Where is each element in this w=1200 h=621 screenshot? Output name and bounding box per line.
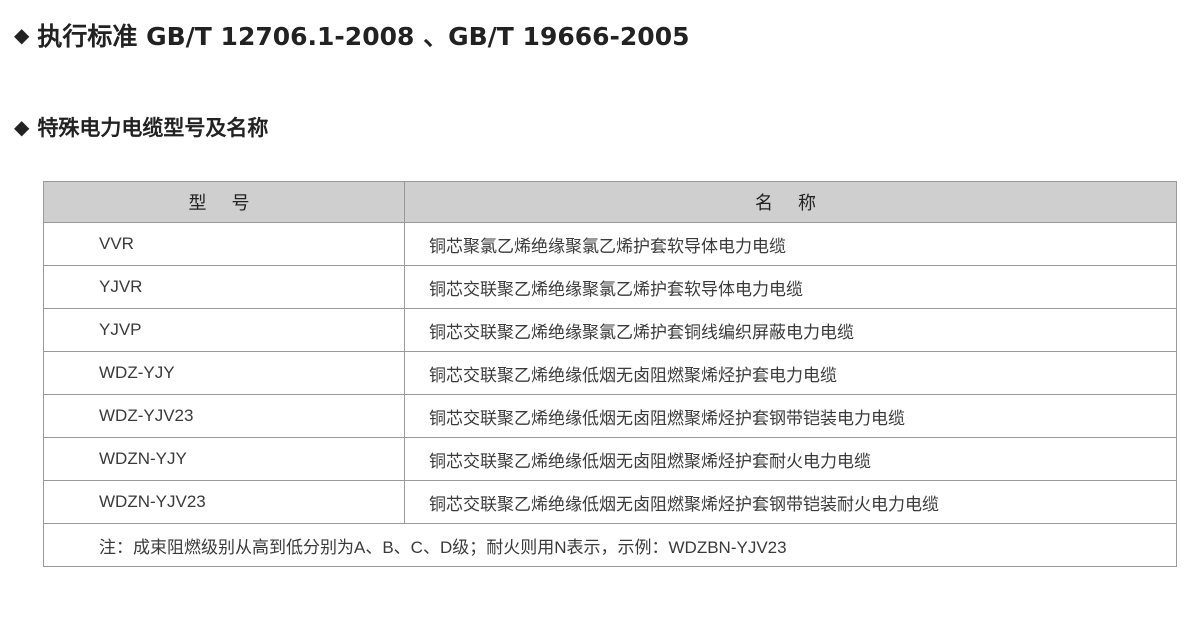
name-cell: 铜芯交联聚乙烯绝缘聚氯乙烯护套软导体电力电缆 <box>404 265 1177 309</box>
table-row: YJVP 铜芯交联聚乙烯绝缘聚氯乙烯护套铜线编织屏蔽电力电缆 <box>43 308 1177 352</box>
table-note: 注：成束阻燃级别从高到低分别为A、B、C、D级；耐火则用N表示，示例：WDZBN… <box>43 523 1177 567</box>
table-row: WDZN-YJV23 铜芯交联聚乙烯绝缘低烟无卤阻燃聚烯烃护套钢带铠装耐火电力电缆 <box>43 480 1177 524</box>
name-cell: 铜芯交联聚乙烯绝缘低烟无卤阻燃聚烯烃护套钢带铠装耐火电力电缆 <box>404 480 1177 524</box>
model-cell: WDZN-YJV23 <box>43 480 405 524</box>
table-row: WDZ-YJV23 铜芯交联聚乙烯绝缘低烟无卤阻燃聚烯烃护套钢带铠装电力电缆 <box>43 394 1177 438</box>
model-cell: YJVP <box>43 308 405 352</box>
name-cell: 铜芯交联聚乙烯绝缘聚氯乙烯护套铜线编织屏蔽电力电缆 <box>404 308 1177 352</box>
model-cell: WDZ-YJV23 <box>43 394 405 438</box>
table-row: WDZ-YJY 铜芯交联聚乙烯绝缘低烟无卤阻燃聚烯烃护套电力电缆 <box>43 351 1177 395</box>
name-cell: 铜芯交联聚乙烯绝缘低烟无卤阻燃聚烯烃护套耐火电力电缆 <box>404 437 1177 481</box>
cable-model-table: 型 号 名 称 VVR 铜芯聚氯乙烯绝缘聚氯乙烯护套软导体电力电缆 YJVR 铜芯交联… <box>43 181 1177 567</box>
header-name: 名 称 <box>404 181 1177 223</box>
standard-heading-text: 执行标准 GB/T 12706.1-2008 、GB/T 19666-2005 <box>37 22 690 51</box>
section-heading-text: 特殊电力电缆型号及名称 <box>37 116 269 140</box>
section-heading: ◆ 特殊电力电缆型号及名称 <box>14 112 268 142</box>
header-model: 型 号 <box>43 181 405 223</box>
name-cell: 铜芯聚氯乙烯绝缘聚氯乙烯护套软导体电力电缆 <box>404 222 1177 266</box>
diamond-icon: ◆ <box>14 115 30 139</box>
standard-heading: ◆ 执行标准 GB/T 12706.1-2008 、GB/T 19666-200… <box>14 17 689 53</box>
name-cell: 铜芯交联聚乙烯绝缘低烟无卤阻燃聚烯烃护套钢带铠装电力电缆 <box>404 394 1177 438</box>
table-row: VVR 铜芯聚氯乙烯绝缘聚氯乙烯护套软导体电力电缆 <box>43 222 1177 266</box>
table-row: YJVR 铜芯交联聚乙烯绝缘聚氯乙烯护套软导体电力电缆 <box>43 265 1177 309</box>
name-cell: 铜芯交联聚乙烯绝缘低烟无卤阻燃聚烯烃护套电力电缆 <box>404 351 1177 395</box>
table-header-row: 型 号 名 称 <box>43 181 1177 223</box>
table-row: WDZN-YJY 铜芯交联聚乙烯绝缘低烟无卤阻燃聚烯烃护套耐火电力电缆 <box>43 437 1177 481</box>
diamond-icon: ◆ <box>14 23 30 47</box>
model-cell: VVR <box>43 222 405 266</box>
model-cell: YJVR <box>43 265 405 309</box>
model-cell: WDZN-YJY <box>43 437 405 481</box>
note-row: 注：成束阻燃级别从高到低分别为A、B、C、D级；耐火则用N表示，示例：WDZBN… <box>43 523 1177 567</box>
model-cell: WDZ-YJY <box>43 351 405 395</box>
